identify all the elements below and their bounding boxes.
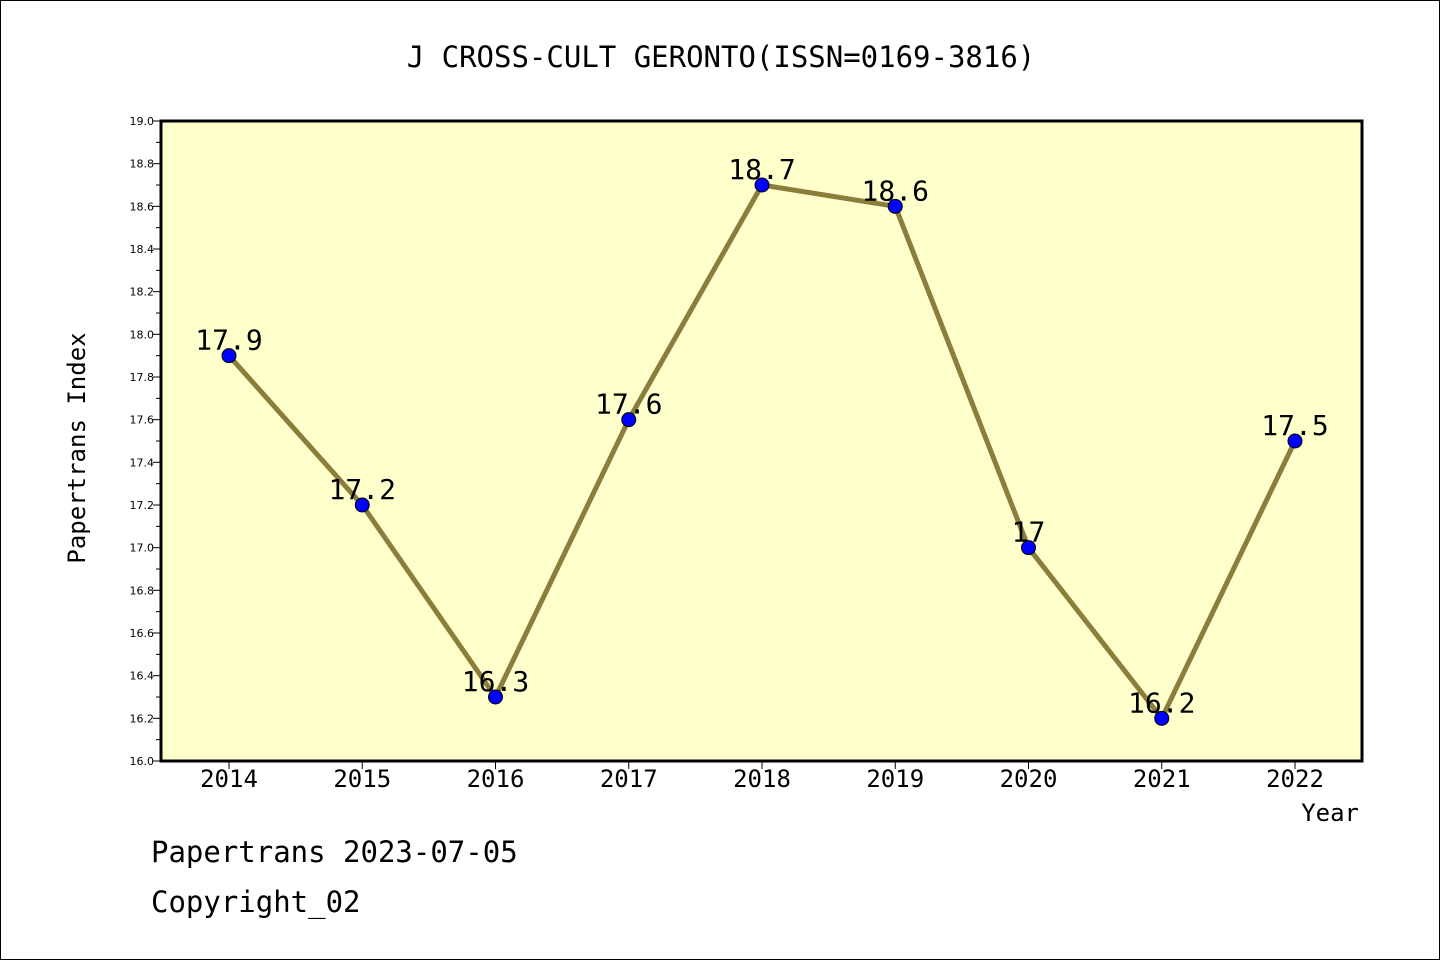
y-tick-label: 18.6: [130, 200, 155, 213]
series-layer: 17.9 17.2 16.3 17.6 18.7 18.6 17 16.2 17.5: [195, 153, 1329, 726]
data-point: [1287, 433, 1303, 449]
y-tick-label: 17.2: [130, 499, 155, 512]
chart-title: J CROSS-CULT GERONTO(ISSN=0169-3816): [407, 40, 1036, 74]
data-point: [488, 689, 503, 705]
x-tick-label: 2014: [200, 765, 258, 793]
data-point: [754, 177, 770, 193]
data-label: 17: [1012, 516, 1046, 549]
x-axis: 2014 2015 2016 2017 2018 2019 2020 2021 2022: [200, 761, 1324, 793]
data-point: [354, 497, 370, 513]
y-tick-label: 18.2: [130, 286, 155, 299]
x-tick-label: 2016: [467, 765, 525, 793]
x-tick-label: 2017: [600, 765, 658, 793]
data-point: [1021, 540, 1036, 556]
data-point: [887, 198, 903, 214]
footer-copyright: Copyright_02: [151, 885, 361, 919]
data-label: 16.2: [1128, 686, 1195, 719]
x-tick-label: 2022: [1266, 765, 1324, 793]
x-tick-label: 2020: [1000, 765, 1058, 793]
y-tick-label: 16.4: [130, 670, 155, 683]
x-tick-label: 2019: [866, 765, 924, 793]
y-tick-label: 18.4: [130, 243, 155, 256]
data-label: 18.6: [862, 174, 929, 207]
y-tick-label: 16.2: [130, 712, 155, 725]
y-tick-label: 17.8: [130, 371, 155, 384]
footer-date: Papertrans 2023-07-05: [151, 835, 518, 869]
data-label: 17.9: [195, 324, 262, 357]
y-tick-label: 16.8: [130, 584, 155, 597]
data-point: [621, 412, 637, 428]
y-tick-label: 16.6: [130, 627, 155, 640]
data-label: 17.6: [595, 388, 662, 421]
y-tick-label: 19.0: [130, 115, 155, 128]
x-tick-label: 2021: [1133, 765, 1191, 793]
y-tick-label: 16.0: [130, 755, 155, 768]
y-tick-label: 17.4: [130, 456, 155, 469]
data-label: 18.7: [728, 153, 795, 186]
x-tick-label: 2018: [733, 765, 791, 793]
data-label: 17.5: [1261, 409, 1328, 442]
y-axis: 16.0 16.2 16.4 16.6 16.8 17.0 17.2 17.4 17.6 17.8…: [130, 115, 161, 768]
y-axis-label: Papertrans Index: [63, 332, 91, 563]
data-point: [1154, 710, 1170, 726]
x-tick-label: 2015: [333, 765, 391, 793]
y-tick-label: 17.0: [130, 542, 155, 555]
data-point: [221, 348, 237, 364]
plot-area: [159, 119, 1364, 763]
y-tick-label: 17.6: [130, 414, 155, 427]
x-axis-label: Year: [1301, 799, 1359, 827]
data-label: 16.3: [462, 665, 529, 698]
y-tick-label: 18.8: [130, 158, 155, 171]
data-label: 17.2: [329, 473, 396, 506]
y-tick-label: 18.0: [130, 328, 155, 341]
